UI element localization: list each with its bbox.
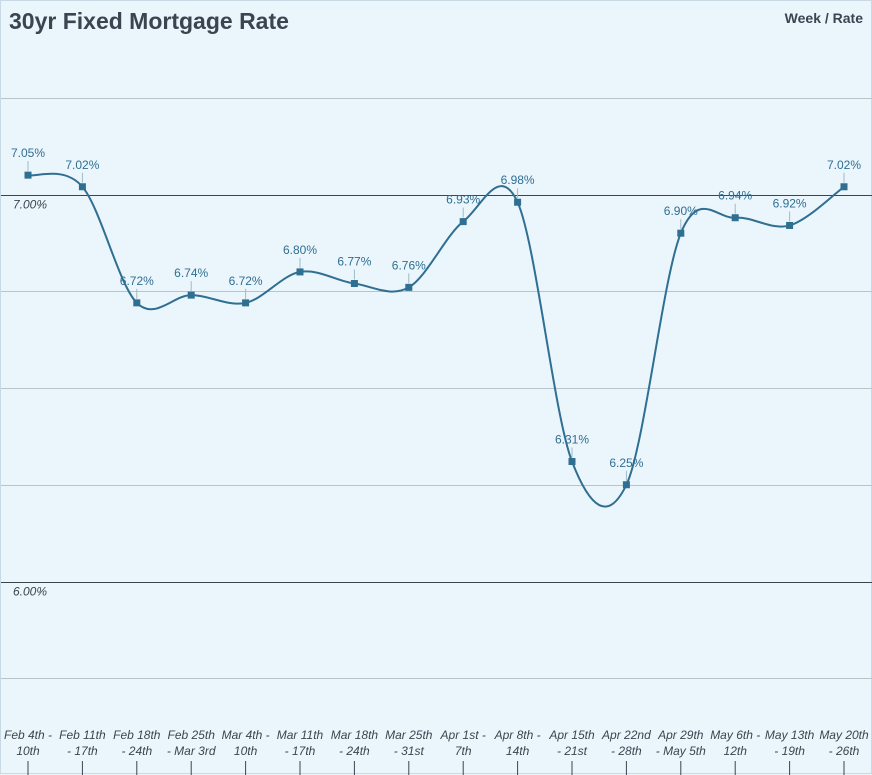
data-point xyxy=(405,283,413,291)
x-tick-label: - 31st xyxy=(394,744,425,758)
legend-text: Week / Rate xyxy=(784,10,863,26)
data-label: 6.25% xyxy=(609,456,643,470)
data-label: 6.94% xyxy=(718,189,752,203)
x-tick-label: - 24th xyxy=(339,744,370,758)
x-tick-label: 14th xyxy=(506,744,530,758)
data-point xyxy=(350,280,358,288)
x-tick-label: - 26th xyxy=(829,744,860,758)
data-label: 6.31% xyxy=(555,433,589,447)
x-tick-label: May 13th xyxy=(765,728,815,742)
x-tick-label: Apr 15th xyxy=(548,728,595,742)
x-tick-label: 12th xyxy=(724,744,748,758)
data-point xyxy=(568,458,576,466)
chart-title: 30yr Fixed Mortgage Rate xyxy=(9,8,289,34)
x-tick-label: Mar 18th xyxy=(331,728,379,742)
data-label: 7.02% xyxy=(827,158,861,172)
y-tick-label: 7.00% xyxy=(13,198,47,212)
x-tick-label: 10th xyxy=(16,744,40,758)
data-label: 6.90% xyxy=(664,204,698,218)
data-label: 7.02% xyxy=(65,158,99,172)
data-label: 6.72% xyxy=(120,274,154,288)
data-point xyxy=(78,183,86,191)
data-label: 6.92% xyxy=(773,196,807,210)
x-tick-label: - Mar 3rd xyxy=(167,744,216,758)
data-point xyxy=(840,183,848,191)
x-tick-label: - May 5th xyxy=(656,744,706,758)
x-tick-label: May 6th - xyxy=(710,728,760,742)
data-label: 7.05% xyxy=(11,146,45,160)
data-label: 6.80% xyxy=(283,243,317,257)
data-point xyxy=(677,229,685,237)
x-tick-label: Mar 25th xyxy=(385,728,433,742)
data-point xyxy=(786,221,794,229)
y-tick-label: 6.00% xyxy=(13,585,47,599)
x-tick-label: May 20th xyxy=(819,728,869,742)
data-point xyxy=(187,291,195,299)
data-point xyxy=(459,218,467,226)
x-tick-label: Feb 4th - xyxy=(4,728,52,742)
data-point xyxy=(296,268,304,276)
x-tick-label: 7th xyxy=(455,744,472,758)
x-tick-label: Apr 1st - xyxy=(440,728,486,742)
data-label: 6.74% xyxy=(174,266,208,280)
data-label: 6.72% xyxy=(229,274,263,288)
data-point xyxy=(133,299,141,307)
x-tick-label: Feb 18th xyxy=(113,728,161,742)
x-tick-label: Apr 29th xyxy=(657,728,704,742)
data-label: 6.98% xyxy=(501,173,535,187)
x-tick-label: 10th xyxy=(234,744,258,758)
data-point xyxy=(514,198,522,206)
x-tick-label: - 21st xyxy=(557,744,588,758)
series-line xyxy=(27,172,845,508)
data-point xyxy=(242,299,250,307)
x-tick-label: - 24th xyxy=(121,744,152,758)
x-tick-label: Mar 4th - xyxy=(222,728,270,742)
data-point xyxy=(622,481,630,489)
x-tick-label: - 19th xyxy=(774,744,805,758)
x-tick-label: - 28th xyxy=(611,744,642,758)
data-label: 6.93% xyxy=(446,193,480,207)
data-point xyxy=(24,171,32,179)
x-tick-label: Feb 11th xyxy=(59,728,106,742)
data-label: 6.76% xyxy=(392,258,426,272)
x-tick-label: Apr 22nd xyxy=(601,728,651,742)
data-point xyxy=(731,214,739,222)
x-tick-label: Mar 11th xyxy=(277,728,324,742)
x-tick-label: Feb 25th xyxy=(168,728,216,742)
x-tick-label: Apr 8th - xyxy=(494,728,541,742)
data-label: 6.77% xyxy=(337,255,371,269)
x-tick-label: - 17th xyxy=(67,744,98,758)
x-tick-label: - 17th xyxy=(285,744,316,758)
